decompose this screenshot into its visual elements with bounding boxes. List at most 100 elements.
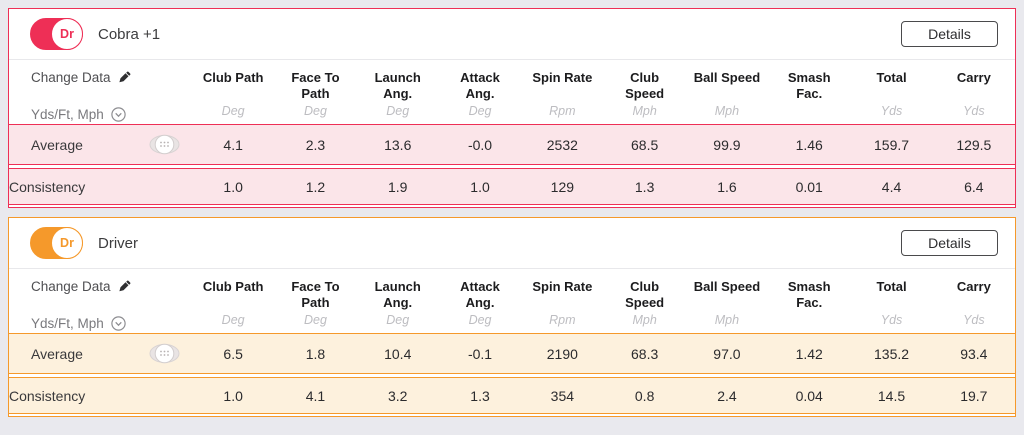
column-unit: Yds <box>963 104 985 118</box>
edit-pencil-icon <box>118 280 130 292</box>
column-label: Spin Rate <box>532 70 593 85</box>
column-header: Attack Ang. Deg <box>439 60 521 125</box>
value-cell: 0.04 <box>768 377 851 414</box>
column-header: Ball Speed Mph <box>686 269 768 334</box>
change-data-label: Change Data <box>31 279 111 294</box>
consistency-row: Consistency 1.0 4.1 3.2 1.3 354 0.8 2.4 0.04 14.… <box>9 377 1015 414</box>
value-cell: -0.0 <box>438 124 522 165</box>
column-label: Launch Ang. <box>374 70 421 101</box>
consistency-label-cell: Consistency <box>9 377 192 414</box>
value-cell: 6.4 <box>932 168 1015 205</box>
value-cell: 135.2 <box>850 333 933 374</box>
column-unit: Mph <box>632 104 657 118</box>
units-label: Yds/Ft, Mph <box>31 315 104 331</box>
row-gap <box>9 373 1015 378</box>
column-header: Spin Rate Rpm <box>521 60 603 125</box>
value-cell: 0.8 <box>603 377 686 414</box>
column-label: Club Speed <box>625 279 665 310</box>
column-unit: Mph <box>714 313 740 327</box>
table-header-row: Change Data Yds/Ft, Mph Club Path Deg Face… <box>9 60 1015 125</box>
value-cell: 4.4 <box>850 168 933 205</box>
edit-pencil-icon <box>118 71 130 83</box>
column-unit: Deg <box>468 313 492 327</box>
units-selector[interactable]: Yds/Ft, Mph <box>9 104 192 124</box>
value-cell: 19.7 <box>932 377 1015 414</box>
column-label: Club Path <box>202 70 264 85</box>
column-header: Face To Path Deg <box>274 60 356 125</box>
units-selector[interactable]: Yds/Ft, Mph <box>9 313 192 333</box>
value-cell: 10.4 <box>356 333 439 374</box>
column-header: Attack Ang. Deg <box>439 269 521 334</box>
table-header-left: Change Data Yds/Ft, Mph <box>9 60 192 125</box>
table-header-left: Change Data Yds/Ft, Mph <box>9 269 192 334</box>
club-badge: Dr <box>51 227 83 259</box>
column-label: Spin Rate <box>532 279 593 294</box>
value-cell: 1.3 <box>438 377 522 414</box>
consistency-label: Consistency <box>9 178 86 195</box>
details-button[interactable]: Details <box>901 230 998 256</box>
club-toggle[interactable]: Dr <box>30 18 83 50</box>
divider <box>9 268 1015 269</box>
column-header: Ball Speed Mph <box>686 60 768 125</box>
consistency-row: Consistency 1.0 1.2 1.9 1.0 129 1.3 1.6 0.01 4.4… <box>9 168 1015 205</box>
value-cell: 4.1 <box>274 377 357 414</box>
value-cell: 2190 <box>521 333 604 374</box>
stats-table: Change Data Yds/Ft, Mph Club Path Deg Face… <box>9 60 1015 205</box>
column-header: Launch Ang. Deg <box>357 269 439 334</box>
column-header: Carry Yds <box>933 269 1015 334</box>
value-cell: 1.0 <box>438 168 522 205</box>
column-unit: Deg <box>221 104 245 118</box>
consistency-label-cell: Consistency <box>9 168 192 205</box>
column-header: Face To Path Deg <box>274 269 356 334</box>
value-cell: 0.01 <box>768 168 851 205</box>
change-data-button[interactable]: Change Data <box>31 279 131 294</box>
value-cell: 2532 <box>521 124 604 165</box>
value-cell: 1.2 <box>274 168 357 205</box>
details-button[interactable]: Details <box>901 21 998 47</box>
column-unit: Deg <box>303 104 327 118</box>
column-label: Smash Fac. <box>787 70 831 101</box>
value-cell: 14.5 <box>850 377 933 414</box>
column-header: Launch Ang. Deg <box>357 60 439 125</box>
golf-ball-icon[interactable] <box>149 134 180 155</box>
club-panel-driver: Dr Driver Details Change Data Yds/F <box>8 217 1016 417</box>
column-label: Ball Speed <box>693 70 761 85</box>
club-toggle[interactable]: Dr <box>30 227 83 259</box>
average-label: Average <box>31 345 83 362</box>
column-unit <box>768 313 850 333</box>
column-header: Club Path Deg <box>192 60 274 125</box>
value-cell: 354 <box>521 377 604 414</box>
column-unit: Deg <box>221 313 245 327</box>
value-cell: 68.3 <box>603 333 686 374</box>
column-header: Smash Fac. <box>768 269 850 334</box>
column-unit: Deg <box>468 104 492 118</box>
chevron-down-circle-icon <box>111 315 126 331</box>
value-cell: 1.42 <box>768 333 851 374</box>
stats-table: Change Data Yds/Ft, Mph Club Path Deg Face… <box>9 269 1015 414</box>
column-label: Face To Path <box>291 70 340 101</box>
golf-ball-icon[interactable] <box>149 343 180 364</box>
column-unit: Deg <box>303 313 327 327</box>
column-header: Total Yds <box>850 60 932 125</box>
value-cell: 1.0 <box>192 168 275 205</box>
column-label: Face To Path <box>291 279 340 310</box>
value-cell: 1.6 <box>685 168 769 205</box>
column-label: Carry <box>956 70 991 85</box>
column-unit: Yds <box>880 313 903 327</box>
change-data-button[interactable]: Change Data <box>31 70 131 85</box>
panel-header: Dr Cobra +1 Details <box>9 9 1015 59</box>
value-cell: 129.5 <box>932 124 1015 165</box>
column-header: Club Speed Mph <box>603 60 685 125</box>
column-unit <box>768 104 850 124</box>
column-label: Attack Ang. <box>460 279 500 310</box>
column-label: Ball Speed <box>693 279 761 294</box>
value-cell: 129 <box>521 168 604 205</box>
value-cell: 2.3 <box>274 124 357 165</box>
column-label: Club Path <box>202 279 264 294</box>
value-cell: 93.4 <box>932 333 1015 374</box>
table-header-row: Change Data Yds/Ft, Mph Club Path Deg Face… <box>9 269 1015 334</box>
value-cell: 1.3 <box>603 168 686 205</box>
column-header: Carry Yds <box>933 60 1015 125</box>
column-label: Launch Ang. <box>374 279 421 310</box>
